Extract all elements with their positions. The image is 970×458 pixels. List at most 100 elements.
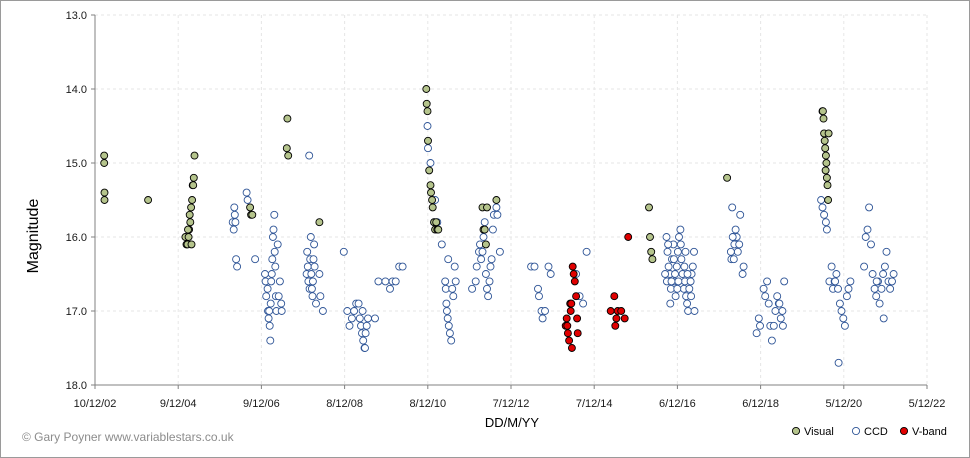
data-point-vband bbox=[565, 336, 574, 345]
data-point-visual bbox=[434, 225, 443, 234]
data-point-visual bbox=[428, 203, 437, 212]
data-point-ccd bbox=[685, 284, 694, 293]
data-point-ccd bbox=[359, 336, 368, 345]
data-point-ccd bbox=[731, 225, 740, 234]
data-point-ccd bbox=[483, 284, 491, 293]
data-point-ccd bbox=[834, 358, 843, 367]
data-point-ccd bbox=[839, 314, 848, 323]
data-point-ccd bbox=[888, 277, 896, 286]
data-point-visual bbox=[480, 225, 489, 234]
data-point-ccd bbox=[882, 247, 891, 256]
data-point-visual bbox=[647, 247, 656, 256]
data-point-ccd bbox=[371, 314, 379, 323]
data-point-ccd bbox=[229, 225, 238, 234]
data-point-ccd bbox=[821, 218, 830, 227]
data-point-ccd bbox=[754, 314, 763, 323]
data-point-visual bbox=[283, 114, 292, 123]
data-point-vband bbox=[610, 292, 619, 301]
data-point-visual bbox=[315, 218, 324, 227]
data-point-vband bbox=[572, 292, 581, 301]
data-point-ccd bbox=[544, 262, 553, 271]
data-point-vband bbox=[573, 314, 582, 323]
data-point-ccd bbox=[832, 270, 841, 278]
data-point-ccd bbox=[767, 336, 776, 345]
data-point-visual bbox=[645, 203, 653, 212]
data-point-visual bbox=[648, 255, 657, 264]
data-point-ccd bbox=[662, 233, 671, 241]
data-point-ccd bbox=[277, 299, 286, 308]
data-point-ccd bbox=[267, 270, 276, 278]
data-point-ccd bbox=[265, 307, 274, 315]
data-point-visual bbox=[432, 218, 441, 227]
data-point-ccd bbox=[441, 284, 450, 293]
data-point-ccd bbox=[879, 314, 888, 323]
data-point-visual bbox=[723, 173, 732, 182]
data-point-ccd bbox=[381, 277, 390, 286]
data-point-ccd bbox=[269, 225, 278, 234]
data-point-ccd bbox=[669, 255, 678, 264]
data-point-visual bbox=[189, 181, 198, 190]
legend-label-visual: Visual bbox=[804, 426, 834, 438]
x-tick-label: 5/12/22 bbox=[909, 398, 946, 410]
data-point-ccd bbox=[860, 262, 869, 271]
x-tick-label: 10/12/02 bbox=[74, 398, 117, 410]
legend-label-vband: V-band bbox=[912, 426, 947, 438]
data-point-ccd bbox=[310, 240, 319, 249]
data-point-ccd bbox=[354, 299, 363, 308]
data-point-ccd bbox=[477, 255, 486, 264]
data-point-ccd bbox=[347, 314, 356, 323]
data-point-visual bbox=[282, 144, 291, 153]
legend-marker-visual bbox=[791, 426, 801, 436]
data-point-ccd bbox=[820, 210, 829, 219]
data-point-ccd bbox=[307, 284, 316, 293]
data-point-ccd bbox=[683, 270, 692, 278]
data-point-ccd bbox=[889, 270, 898, 278]
data-point-visual bbox=[185, 210, 194, 219]
data-point-ccd bbox=[339, 247, 348, 256]
data-point-ccd bbox=[673, 247, 682, 256]
data-point-ccd bbox=[538, 314, 547, 323]
data-point-ccd bbox=[310, 262, 319, 271]
data-point-ccd bbox=[872, 277, 881, 286]
data-point-ccd bbox=[266, 336, 275, 345]
data-point-ccd bbox=[778, 307, 787, 315]
data-point-ccd bbox=[484, 292, 493, 301]
data-point-visual bbox=[821, 151, 830, 160]
data-point-visual bbox=[100, 196, 109, 204]
data-point-ccd bbox=[835, 299, 844, 308]
data-point-ccd bbox=[739, 262, 748, 271]
data-point-ccd bbox=[345, 321, 354, 330]
data-point-ccd bbox=[728, 233, 737, 241]
data-point-ccd bbox=[261, 270, 269, 278]
data-point-visual bbox=[823, 181, 832, 190]
data-point-vband bbox=[611, 321, 620, 330]
data-point-ccd bbox=[863, 225, 872, 234]
data-point-ccd bbox=[763, 277, 772, 286]
credit-text: © Gary Poyner www.variablestars.co.uk bbox=[22, 430, 235, 444]
data-point-ccd bbox=[818, 203, 827, 212]
data-point-vband bbox=[567, 299, 576, 308]
data-point-ccd bbox=[674, 277, 683, 286]
data-point-ccd bbox=[868, 270, 877, 278]
chart-axes: 13.0 14.0 15.0 16.0 17.0 18.0 10/12/02 9/12/04 9… bbox=[66, 10, 946, 410]
data-point-ccd bbox=[690, 307, 699, 315]
data-point-visual bbox=[186, 218, 195, 227]
y-tick-label: 14.0 bbox=[66, 84, 87, 96]
data-point-ccd bbox=[880, 262, 889, 271]
data-point-ccd bbox=[442, 307, 451, 315]
data-point-visual bbox=[422, 85, 431, 93]
data-point-visual bbox=[822, 173, 831, 182]
data-point-ccd bbox=[451, 277, 460, 286]
data-point-visual bbox=[481, 240, 490, 249]
data-point-ccd bbox=[441, 277, 450, 286]
data-point-ccd bbox=[488, 225, 497, 234]
data-point-ccd bbox=[776, 314, 785, 323]
data-point-ccd bbox=[493, 210, 502, 219]
data-point-visual bbox=[144, 196, 153, 204]
data-point-ccd bbox=[233, 262, 242, 271]
data-point-ccd bbox=[688, 262, 697, 271]
data-point-ccd bbox=[867, 240, 875, 249]
data-point-ccd bbox=[771, 307, 780, 315]
data-point-ccd bbox=[756, 321, 764, 330]
data-point-ccd bbox=[582, 247, 591, 256]
